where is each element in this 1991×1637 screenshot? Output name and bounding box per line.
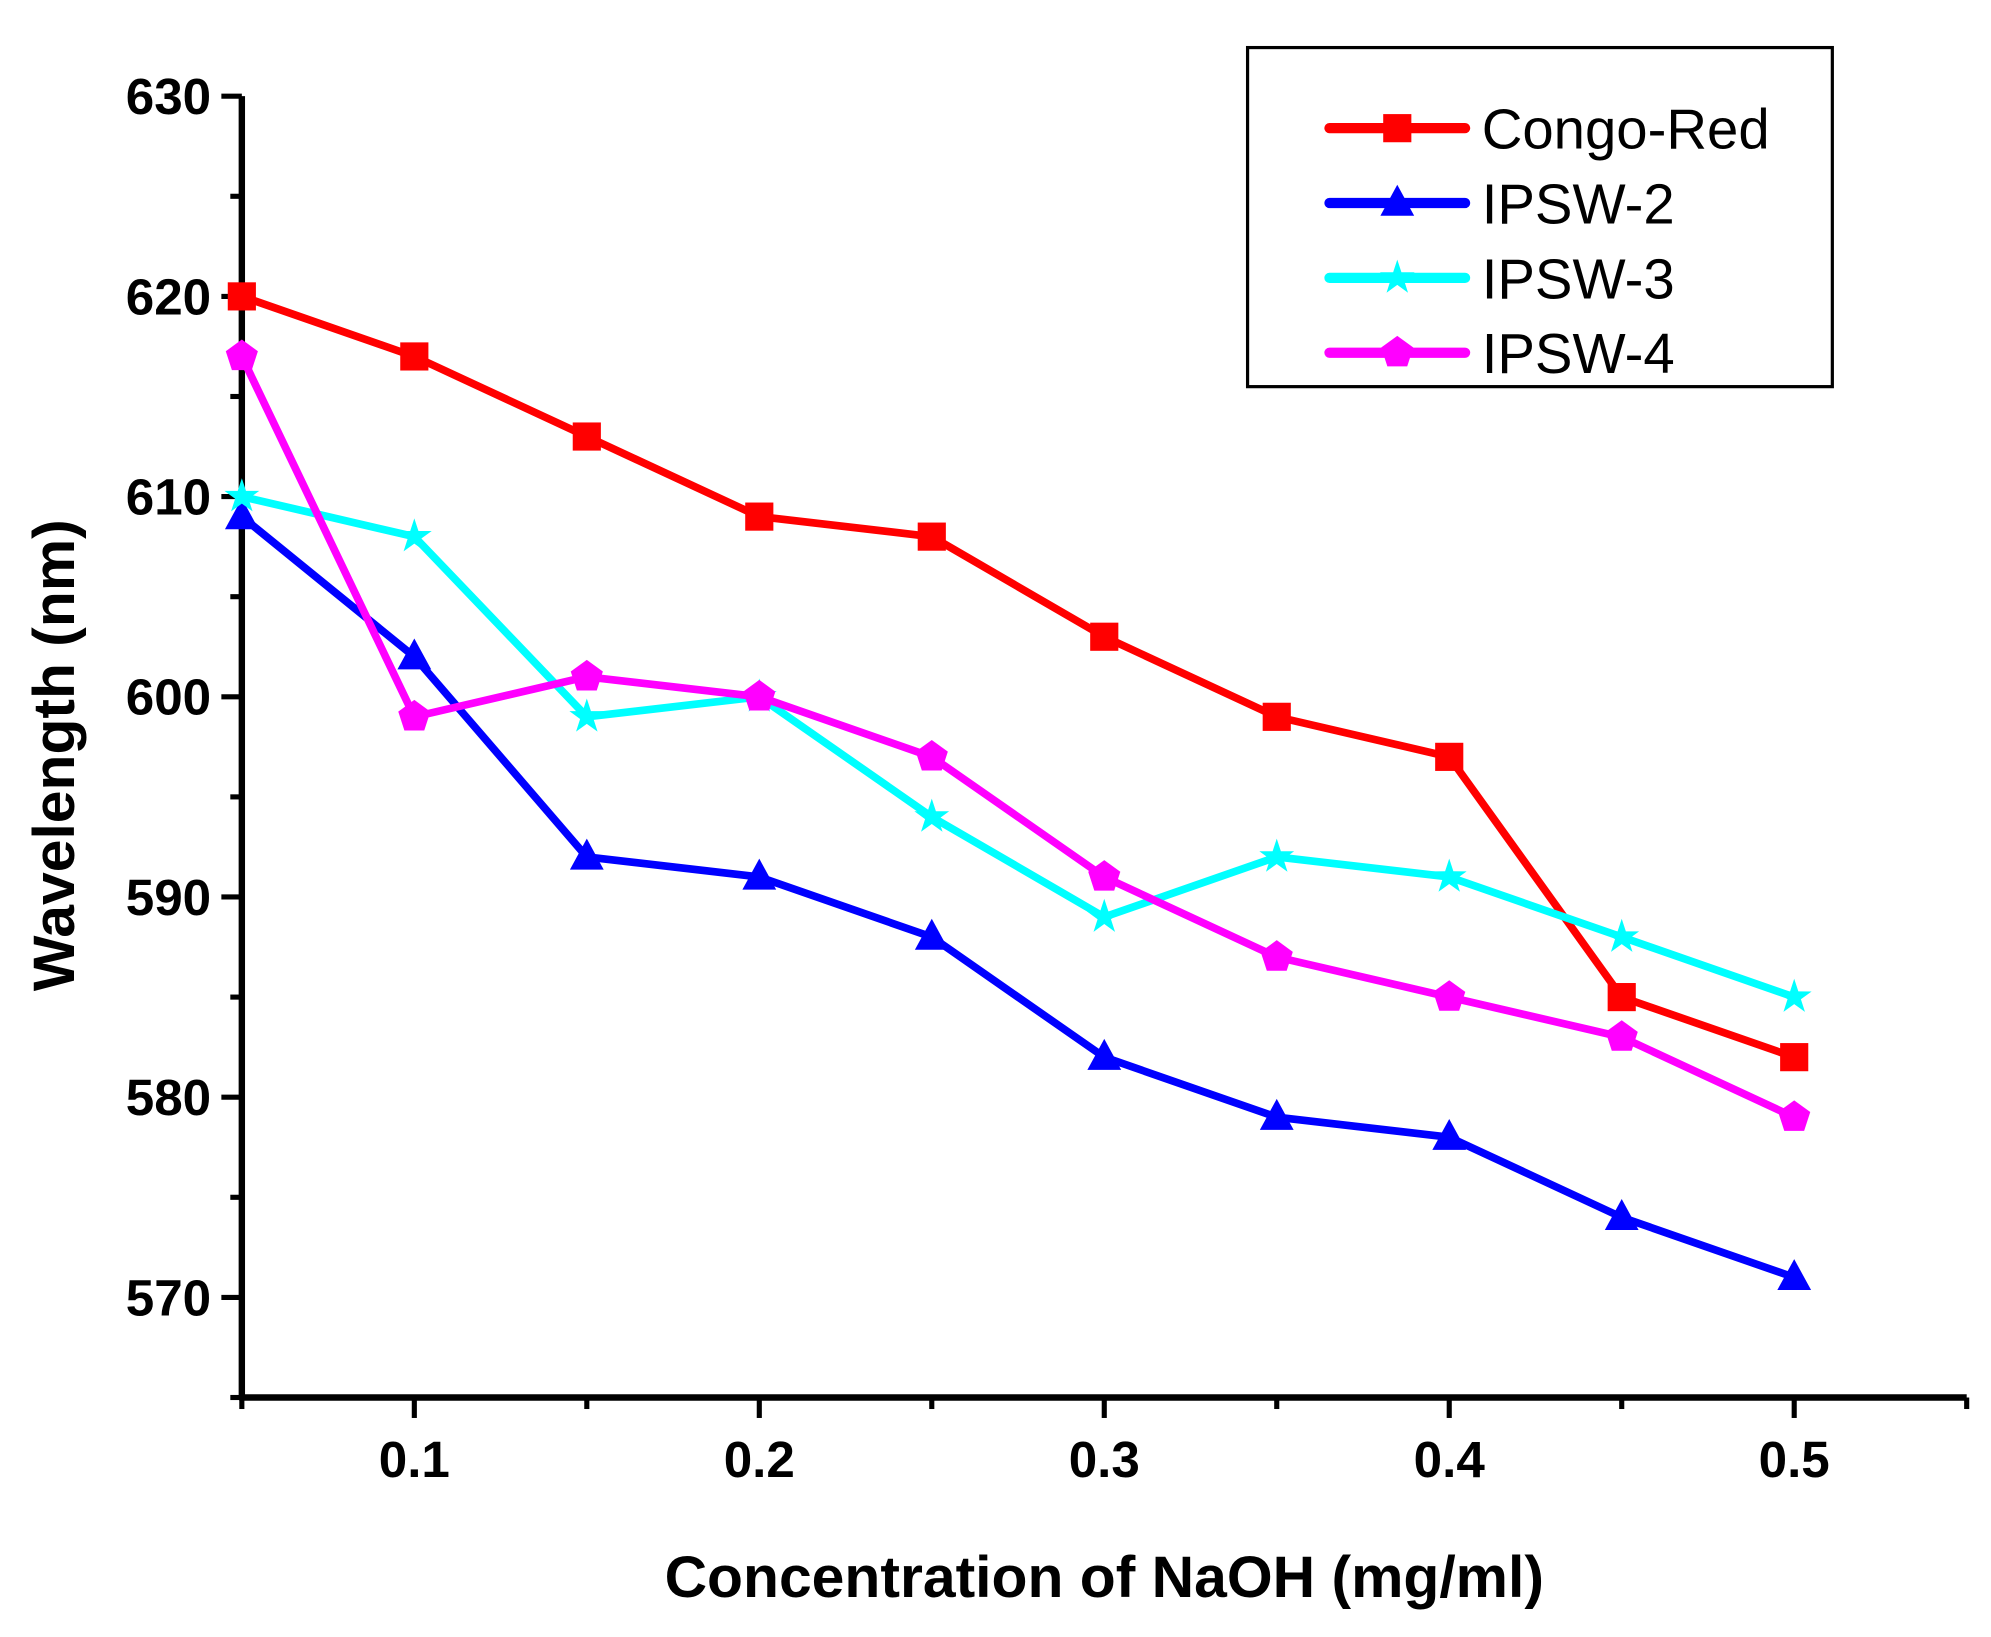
legend-label: IPSW-3 bbox=[1482, 247, 1675, 310]
y-tick-label: 600 bbox=[126, 669, 211, 726]
y-tick-label: 620 bbox=[126, 268, 211, 325]
y-axis-title: Wavelength (nm) bbox=[22, 519, 87, 991]
triangle-marker bbox=[569, 838, 604, 870]
pentagon-marker bbox=[1260, 940, 1293, 971]
star-marker bbox=[1379, 259, 1415, 293]
legend-label: Congo-Red bbox=[1482, 98, 1770, 161]
legend-item: IPSW-2 bbox=[1324, 173, 1675, 236]
pentagon-marker bbox=[1433, 980, 1466, 1011]
x-tick-label: 0.2 bbox=[724, 1431, 795, 1488]
triangle-marker bbox=[1777, 1259, 1812, 1291]
square-marker bbox=[1090, 622, 1119, 651]
legend-box bbox=[1245, 45, 1834, 389]
square-marker bbox=[1383, 114, 1412, 143]
pentagon-marker bbox=[570, 659, 603, 691]
star-marker bbox=[569, 698, 605, 732]
triangle-marker bbox=[742, 858, 777, 890]
pentagon-marker bbox=[915, 739, 948, 771]
square-marker bbox=[400, 342, 429, 371]
pentagon-marker bbox=[743, 679, 776, 711]
legend-label: IPSW-2 bbox=[1482, 173, 1675, 236]
series-ipsw-3 bbox=[224, 478, 1812, 1012]
x-tick-label: 0.3 bbox=[1069, 1431, 1140, 1488]
square-marker bbox=[1435, 742, 1464, 771]
legend-label: IPSW-4 bbox=[1482, 322, 1675, 385]
square-marker bbox=[227, 282, 256, 311]
series-ipsw-4 bbox=[225, 339, 1811, 1131]
x-tick-label: 0.5 bbox=[1759, 1431, 1830, 1488]
triangle-marker bbox=[1087, 1038, 1122, 1070]
square-marker bbox=[917, 522, 946, 551]
legend-item: IPSW-4 bbox=[1324, 322, 1675, 385]
pentagon-marker bbox=[1778, 1100, 1811, 1131]
triangle-marker bbox=[914, 918, 949, 950]
pentagon-marker bbox=[1381, 335, 1414, 367]
triangle-marker bbox=[224, 498, 259, 530]
legend: Congo-Red IPSW-2 IPSW-3 IPSW-4 bbox=[1245, 45, 1834, 389]
star-marker bbox=[1259, 838, 1295, 872]
star-marker bbox=[1776, 978, 1812, 1012]
square-marker bbox=[745, 502, 774, 531]
x-axis-title: Concentration of NaOH (mg/ml) bbox=[665, 1545, 1544, 1610]
x-tick-label: 0.1 bbox=[379, 1431, 450, 1488]
y-tick-label: 630 bbox=[126, 68, 211, 125]
axes: 570 580 590 600 610 620 630 0.1 0.2 0.3 0.4 0.5 bbox=[126, 68, 1970, 1488]
legend-item: IPSW-3 bbox=[1324, 247, 1675, 310]
pentagon-marker bbox=[398, 699, 431, 731]
pentagon-marker bbox=[225, 339, 258, 371]
triangle-marker bbox=[397, 638, 432, 670]
series-layer bbox=[224, 282, 1812, 1291]
star-marker bbox=[1431, 858, 1467, 892]
triangle-marker bbox=[1604, 1199, 1639, 1230]
star-marker bbox=[224, 478, 260, 512]
x-tick-label: 0.4 bbox=[1414, 1431, 1486, 1488]
series-line bbox=[238, 354, 1796, 1121]
triangle-marker bbox=[1432, 1118, 1467, 1150]
star-marker bbox=[1604, 918, 1640, 952]
star-marker bbox=[1086, 898, 1122, 932]
y-tick-label: 590 bbox=[126, 869, 211, 926]
y-tick-label: 570 bbox=[126, 1269, 211, 1326]
square-marker bbox=[1780, 1043, 1809, 1072]
series-line bbox=[240, 292, 1796, 1061]
star-marker bbox=[914, 798, 950, 832]
series-congo-red bbox=[227, 282, 1809, 1072]
series-line bbox=[240, 492, 1796, 1001]
square-marker bbox=[572, 422, 601, 451]
square-marker bbox=[1607, 983, 1636, 1012]
star-marker bbox=[396, 518, 432, 552]
series-ipsw-2 bbox=[224, 498, 1812, 1291]
series-line bbox=[239, 513, 1796, 1282]
square-marker bbox=[1262, 702, 1291, 731]
legend-item: Congo-Red bbox=[1324, 98, 1770, 161]
pentagon-marker bbox=[1088, 860, 1121, 891]
triangle-marker bbox=[1380, 184, 1415, 216]
triangle-marker bbox=[1259, 1098, 1294, 1130]
y-tick-label: 610 bbox=[126, 469, 211, 526]
pentagon-marker bbox=[1605, 1020, 1638, 1051]
y-tick-label: 580 bbox=[126, 1069, 211, 1126]
